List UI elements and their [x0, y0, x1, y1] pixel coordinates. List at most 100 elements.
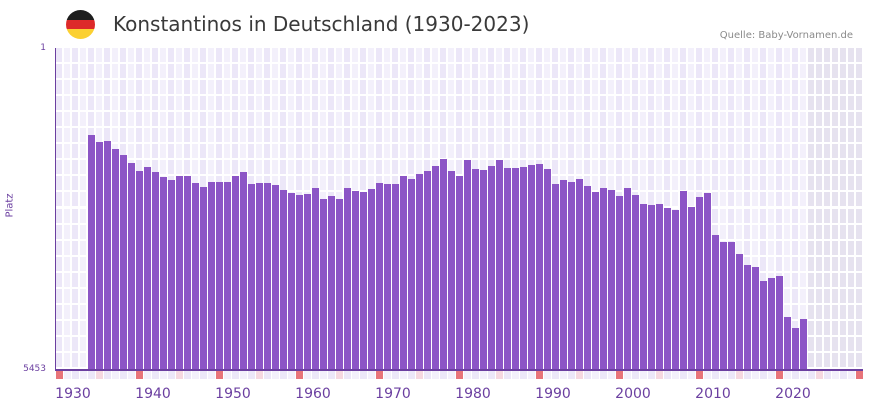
bar-1995[interactable] — [592, 192, 599, 369]
bar-1991[interactable] — [560, 180, 567, 369]
bar-2012[interactable] — [728, 242, 735, 369]
bar-1932[interactable] — [88, 134, 95, 369]
bar-1943[interactable] — [176, 175, 183, 369]
bar-2001[interactable] — [640, 204, 647, 369]
bar-2004[interactable] — [664, 208, 671, 369]
bar-1947[interactable] — [208, 182, 215, 369]
grid-cell — [56, 336, 62, 351]
bar-1960[interactable] — [312, 188, 319, 369]
bar-1949[interactable] — [224, 182, 231, 369]
grid-cell — [240, 144, 246, 159]
bar-2006[interactable] — [680, 191, 687, 369]
grid-cell — [192, 160, 198, 175]
bar-1982[interactable] — [488, 165, 495, 369]
bar-1951[interactable] — [240, 171, 247, 369]
bar-1967[interactable] — [368, 189, 375, 369]
source-link[interactable]: Quelle: Baby-Vornamen.de — [719, 30, 853, 41]
grid-cell — [288, 48, 294, 63]
bar-1969[interactable] — [384, 184, 391, 369]
bar-2013[interactable] — [736, 254, 743, 369]
bar-1983[interactable] — [496, 159, 503, 369]
bar-1940[interactable] — [152, 171, 159, 369]
bar-1966[interactable] — [360, 192, 367, 369]
bar-1990[interactable] — [552, 184, 559, 369]
bar-2016[interactable] — [760, 281, 767, 369]
bar-1989[interactable] — [544, 168, 551, 369]
bar-1956[interactable] — [280, 190, 287, 369]
bar-1994[interactable] — [584, 186, 591, 369]
bar-1964[interactable] — [344, 188, 351, 369]
bar-1973[interactable] — [416, 173, 423, 369]
grid-cell — [832, 176, 838, 191]
bar-1979[interactable] — [464, 159, 471, 369]
bar-2011[interactable] — [720, 242, 727, 369]
bar-1999[interactable] — [624, 188, 631, 369]
bar-1955[interactable] — [272, 185, 279, 369]
bar-2017[interactable] — [768, 278, 775, 369]
bar-1970[interactable] — [392, 184, 399, 369]
bar-1993[interactable] — [576, 179, 583, 369]
bar-1988[interactable] — [536, 163, 543, 369]
bar-1944[interactable] — [184, 175, 191, 369]
bar-2008[interactable] — [696, 197, 703, 369]
bar-1959[interactable] — [304, 194, 311, 369]
bar-1957[interactable] — [288, 193, 295, 369]
bar-1934[interactable] — [104, 140, 111, 369]
bar-1985[interactable] — [512, 167, 519, 369]
bar-2009[interactable] — [704, 193, 711, 369]
bar-1941[interactable] — [160, 177, 167, 369]
bar-1987[interactable] — [528, 164, 535, 369]
bar-1935[interactable] — [112, 148, 119, 369]
bar-2021[interactable] — [800, 319, 807, 369]
bar-1998[interactable] — [616, 196, 623, 369]
bar-2003[interactable] — [656, 204, 663, 369]
bar-2005[interactable] — [672, 210, 679, 369]
bar-1974[interactable] — [424, 170, 431, 369]
bar-2000[interactable] — [632, 195, 639, 369]
bar-1954[interactable] — [264, 183, 271, 369]
bar-1946[interactable] — [200, 187, 207, 369]
bar-1976[interactable] — [440, 158, 447, 369]
bar-2018[interactable] — [776, 276, 783, 369]
bar-1975[interactable] — [432, 165, 439, 369]
bar-1948[interactable] — [216, 182, 223, 369]
bar-1962[interactable] — [328, 196, 335, 369]
bar-1936[interactable] — [120, 154, 127, 369]
bar-1939[interactable] — [144, 166, 151, 369]
bar-1992[interactable] — [568, 182, 575, 369]
bar-1933[interactable] — [96, 141, 103, 369]
bar-1968[interactable] — [376, 183, 383, 369]
bar-1996[interactable] — [600, 188, 607, 369]
bar-1978[interactable] — [456, 175, 463, 369]
bar-2007[interactable] — [688, 207, 695, 369]
bar-2019[interactable] — [784, 317, 791, 369]
grid-cell — [304, 48, 310, 63]
bar-1950[interactable] — [232, 175, 239, 369]
bar-2002[interactable] — [648, 205, 655, 369]
bar-1961[interactable] — [320, 199, 327, 369]
bar-1952[interactable] — [248, 184, 255, 369]
bar-1984[interactable] — [504, 167, 511, 369]
bar-1958[interactable] — [296, 195, 303, 369]
bar-2020[interactable] — [792, 328, 799, 369]
grid-cell — [776, 80, 782, 95]
bar-1997[interactable] — [608, 190, 615, 369]
bar-1977[interactable] — [448, 170, 455, 369]
bar-1953[interactable] — [256, 183, 263, 369]
grid-cell — [112, 112, 118, 127]
bar-1981[interactable] — [480, 169, 487, 369]
bar-1942[interactable] — [168, 180, 175, 369]
bar-1986[interactable] — [520, 166, 527, 369]
bar-1965[interactable] — [352, 191, 359, 369]
bar-1980[interactable] — [472, 168, 479, 369]
bar-1972[interactable] — [408, 179, 415, 369]
bar-1938[interactable] — [136, 170, 143, 369]
bar-1945[interactable] — [192, 183, 199, 369]
bar-1963[interactable] — [336, 199, 343, 369]
grid-cell — [592, 48, 598, 63]
bar-1937[interactable] — [128, 162, 135, 369]
bar-1971[interactable] — [400, 175, 407, 369]
bar-2015[interactable] — [752, 267, 759, 369]
bar-2014[interactable] — [744, 265, 751, 369]
bar-2010[interactable] — [712, 235, 719, 369]
